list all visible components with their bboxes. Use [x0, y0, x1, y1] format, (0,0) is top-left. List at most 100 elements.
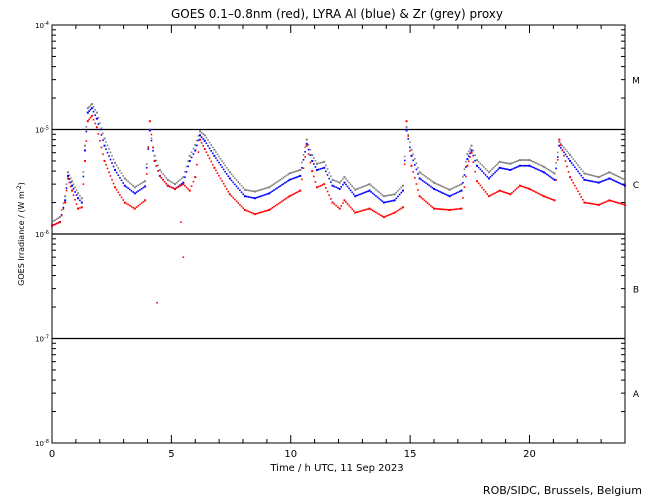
data-point-interp [503, 167, 506, 170]
data-point-interp [604, 173, 606, 176]
data-point-interp [221, 160, 223, 162]
data-point-interp [135, 191, 138, 193]
data-point-interp [291, 171, 294, 174]
data-point-interp [122, 175, 124, 177]
data-point-interp [257, 212, 259, 214]
data-point-interp [530, 165, 532, 168]
data-point-interp [589, 202, 592, 205]
data-point-interp [489, 176, 492, 178]
data-point [80, 201, 83, 204]
data-point-interp [115, 171, 118, 174]
data-point-interp [185, 165, 188, 168]
data-point-interp [302, 167, 305, 169]
data-point-interp [106, 167, 109, 170]
data-point-interp [179, 184, 181, 186]
y-tick-label: 10-7 [35, 335, 49, 344]
footer-credit: ROB/SIDC, Brussels, Belgium [483, 484, 642, 497]
data-point [288, 178, 291, 181]
data-point-interp [621, 177, 623, 180]
data-point-interp [252, 212, 255, 215]
data-point-interp [397, 209, 399, 212]
data-point-interp [567, 152, 570, 154]
data-point-interp [227, 190, 230, 193]
data-point [487, 195, 490, 198]
data-point-interp [224, 170, 227, 173]
data-point-interp [613, 179, 615, 182]
data-point-interp [304, 156, 306, 158]
data-point-interp [185, 171, 188, 173]
data-point-interp [560, 147, 562, 149]
data-point-interp [247, 189, 250, 192]
data-point-interp [216, 153, 219, 156]
data-point-interp [99, 122, 101, 124]
data-point-interp [65, 183, 68, 186]
data-point-interp [297, 175, 300, 178]
data-point [299, 168, 302, 171]
data-point-interp [119, 194, 121, 196]
data-point-interp [593, 175, 595, 177]
data-point-interp [197, 135, 200, 137]
data-point-interp [491, 193, 493, 196]
data-point-interp [282, 176, 285, 179]
data-point-interp [115, 164, 118, 167]
data-point-interp [467, 150, 470, 153]
data-point-interp [276, 181, 278, 183]
data-point-interp [242, 207, 245, 209]
data-point-interp [503, 191, 506, 193]
data-point-interp [335, 204, 337, 207]
data-point-interp [280, 184, 283, 186]
data-point [475, 180, 478, 183]
data-point-interp [515, 187, 518, 190]
data-point-interp [506, 168, 509, 171]
data-point-interp [337, 206, 339, 208]
data-point-interp [617, 175, 620, 178]
data-point-interp [523, 164, 526, 167]
data-point-interp [224, 164, 227, 167]
data-point-interp [287, 196, 289, 199]
data-point-interp [224, 185, 227, 188]
data-point-interp [589, 174, 592, 176]
data-point-interp [482, 172, 485, 174]
data-point [144, 199, 147, 202]
data-point-interp [525, 164, 528, 167]
data-point-interp [68, 178, 71, 180]
data-point-interp [360, 192, 363, 195]
data-point-interp [389, 213, 391, 216]
data-point-interp [522, 164, 524, 167]
x-tick-label: 20 [523, 449, 536, 460]
data-point-interp [403, 155, 406, 158]
data-point-interp [439, 184, 442, 187]
data-point-interp [512, 161, 515, 164]
data-point-interp [378, 197, 380, 200]
data-point-interp [431, 186, 434, 189]
data-point-interp [430, 205, 432, 207]
data-point-interp [596, 175, 598, 178]
data-point-interp [428, 178, 431, 180]
data-point [144, 180, 147, 183]
data-point-interp [276, 203, 278, 206]
data-point-interp [102, 153, 104, 156]
data-point-interp [445, 208, 448, 211]
data-point-interp [544, 195, 547, 198]
data-point [553, 178, 556, 181]
data-point-interp [263, 187, 266, 190]
data-point-interp [129, 188, 131, 191]
data-point-interp [376, 212, 379, 215]
data-point-interp [314, 166, 317, 168]
data-point [487, 177, 490, 180]
data-point-interp [530, 160, 532, 162]
data-point-interp [501, 167, 504, 170]
data-point-interp [426, 177, 429, 179]
data-point [80, 206, 83, 209]
data-point-interp [129, 204, 131, 207]
data-point [268, 186, 271, 189]
data-point-interp [501, 161, 504, 164]
data-point-interp [492, 166, 495, 169]
data-point-interp [504, 162, 507, 164]
data-point [153, 154, 156, 157]
data-point [608, 199, 611, 202]
data-point [305, 142, 308, 145]
data-point-interp [439, 208, 442, 210]
data-point-interp [349, 183, 352, 186]
